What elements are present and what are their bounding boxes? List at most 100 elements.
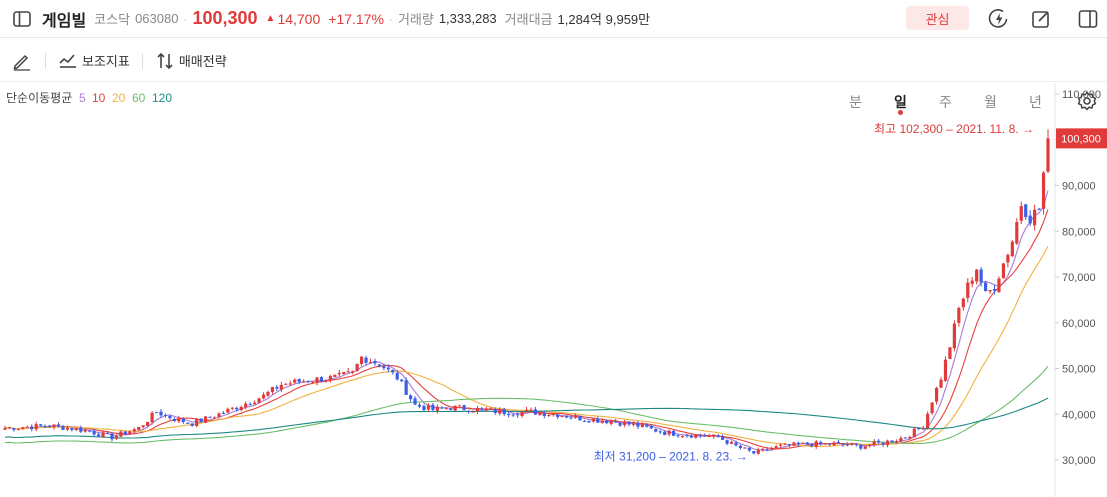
candle-body <box>235 407 239 410</box>
y-tick-label: 70,000 <box>1062 272 1096 284</box>
candle-body <box>614 421 618 423</box>
period-day[interactable]: 일 <box>894 94 907 110</box>
lightning-icon[interactable] <box>988 8 1010 30</box>
candle-body <box>293 379 297 383</box>
candle-body <box>854 443 858 445</box>
strategy-button[interactable]: 매매전략 <box>155 51 227 71</box>
current-price-tag-label: 100,300 <box>1061 133 1101 145</box>
candle-body <box>230 407 234 409</box>
drawing-pen-icon[interactable] <box>11 50 33 72</box>
candle-body <box>400 379 404 382</box>
candle-body <box>266 392 270 396</box>
ma-line-60 <box>4 366 1049 445</box>
candle-body <box>533 409 538 415</box>
candle-body <box>930 402 934 414</box>
candle-body <box>208 416 212 418</box>
candle-body <box>74 428 78 430</box>
period-minute[interactable]: 분 <box>849 94 862 110</box>
candle-body <box>868 444 872 446</box>
candle-body <box>565 415 569 418</box>
candle-body <box>743 447 747 449</box>
candle-body <box>934 387 939 402</box>
candle-body <box>716 435 720 437</box>
candle-body <box>97 434 101 437</box>
candle-body <box>489 408 493 410</box>
edit-note-icon[interactable] <box>1030 8 1052 30</box>
candle-body <box>16 428 20 430</box>
candle-body <box>146 422 150 427</box>
candle-body <box>609 421 613 424</box>
candle-body <box>805 442 809 445</box>
candle-body <box>306 380 310 382</box>
candle-body <box>796 442 800 445</box>
candle-body <box>872 441 876 445</box>
y-tick-label: 30,000 <box>1062 455 1096 467</box>
candle-body <box>310 381 315 383</box>
candle-body <box>645 424 649 427</box>
candle-body <box>631 423 636 425</box>
candle-body <box>346 371 350 373</box>
candle-body <box>961 298 965 308</box>
candle-body <box>863 446 867 449</box>
candle-body <box>195 419 199 426</box>
candle-body <box>556 414 560 418</box>
candle-body <box>105 432 110 434</box>
candle-body <box>395 372 399 380</box>
settings-gear-icon[interactable] <box>1076 90 1098 112</box>
period-year[interactable]: 년 <box>1029 94 1042 110</box>
candle-body <box>92 430 96 435</box>
volume-label: 거래량 <box>397 12 434 27</box>
indicator-button[interactable]: 보조지표 <box>58 51 130 71</box>
candle-body <box>663 431 667 435</box>
candle-body <box>765 449 769 451</box>
candle-body <box>649 426 653 429</box>
candle-body <box>253 402 257 405</box>
candle-body <box>770 448 774 450</box>
candle-body <box>364 357 368 363</box>
candle-body <box>859 444 863 449</box>
candle-body <box>159 411 163 416</box>
period-week[interactable]: 주 <box>939 94 952 110</box>
candle-body <box>529 409 533 411</box>
candle-body <box>899 438 903 442</box>
sidebar-toggle-icon[interactable] <box>12 9 32 29</box>
candle-body <box>177 418 181 422</box>
split-panel-icon[interactable] <box>1077 8 1099 30</box>
candle-body <box>957 308 961 323</box>
candle-body <box>707 436 711 438</box>
candle-body <box>453 405 457 411</box>
candle-body <box>814 441 818 447</box>
candle-body <box>890 440 894 443</box>
candle-body <box>368 361 373 363</box>
candle-body <box>560 415 564 417</box>
candle-body <box>458 405 462 407</box>
candle-body <box>239 406 243 411</box>
period-month[interactable]: 월 <box>984 94 997 110</box>
candle-body <box>150 412 154 423</box>
favorite-button[interactable]: 관심 <box>906 6 969 30</box>
current-price-tag <box>1056 128 1107 149</box>
market-name: 코스닥 <box>94 12 131 27</box>
candle-body <box>43 426 47 428</box>
candle-body <box>587 420 591 423</box>
candle-body <box>270 386 275 392</box>
candle-body <box>257 398 261 403</box>
candle-body <box>114 435 119 439</box>
indicator-icon <box>58 51 78 71</box>
candle-body <box>903 437 907 439</box>
current-price: 100,300 <box>192 8 258 28</box>
y-tick-label: 40,000 <box>1062 409 1096 421</box>
candle-body <box>190 423 194 426</box>
candle-body <box>507 413 511 415</box>
candle-body <box>836 441 841 443</box>
annotations: 최고 102,300 – 2021. 11. 8. → 최저 31,200 – 2… <box>594 122 1107 464</box>
candle-body <box>881 442 885 445</box>
candle-body <box>988 289 992 292</box>
candle-body <box>756 449 760 454</box>
candle-body <box>926 413 930 429</box>
candle-body <box>88 430 92 432</box>
candle-body <box>466 410 471 413</box>
candle-body <box>547 414 551 416</box>
